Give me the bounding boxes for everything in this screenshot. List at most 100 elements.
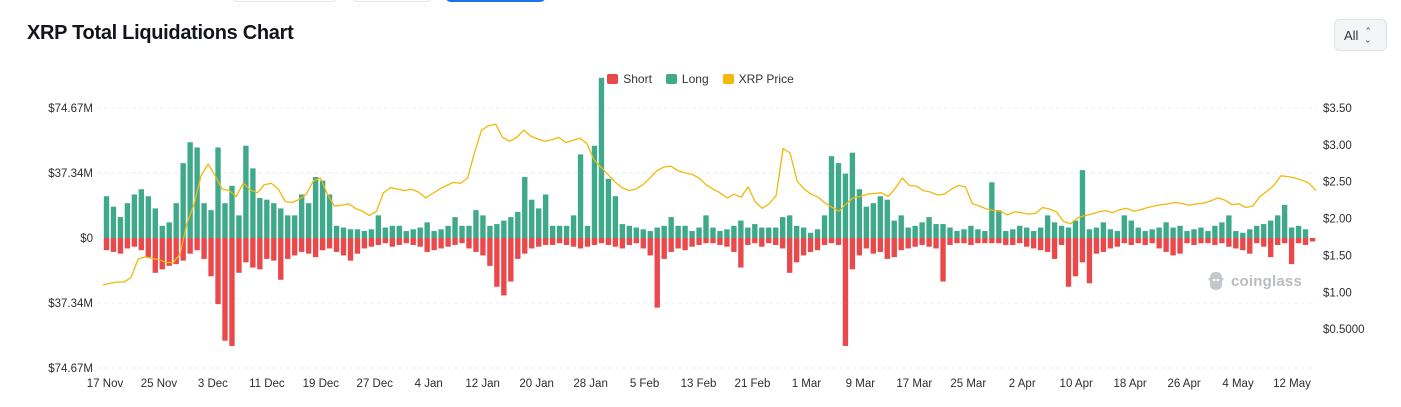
long-bar	[285, 215, 291, 238]
short-bar	[1198, 238, 1204, 244]
y-right-tick-label: $1.50	[1323, 250, 1352, 262]
short-bar	[292, 238, 298, 256]
long-bar	[1226, 215, 1232, 238]
short-bar	[1247, 238, 1253, 254]
short-bar	[800, 238, 807, 256]
short-bar	[703, 238, 709, 244]
short-bar	[619, 238, 626, 249]
short-bar	[208, 238, 214, 277]
short-bar	[933, 238, 939, 249]
x-tick-label: 17 Mar	[896, 378, 932, 390]
short-bar	[1065, 238, 1072, 287]
short-bar	[368, 238, 375, 247]
short-bar	[1309, 238, 1316, 242]
x-tick-label: 21 Feb	[735, 378, 771, 390]
short-bar	[403, 238, 409, 244]
short-bar	[814, 238, 821, 251]
short-bar	[180, 238, 186, 261]
long-bar	[347, 229, 354, 238]
long-bar	[975, 229, 981, 238]
long-bar	[131, 194, 138, 238]
long-bar	[996, 210, 1002, 238]
long-bar	[891, 220, 897, 238]
short-bar	[1010, 238, 1016, 245]
short-bar	[682, 238, 688, 251]
watermark-text: coinglass	[1231, 272, 1302, 290]
x-tick-label: 20 Jan	[519, 378, 554, 390]
long-bar	[912, 225, 918, 238]
long-bar	[835, 163, 842, 238]
long-bar	[689, 231, 695, 238]
long-bar	[166, 222, 172, 238]
short-bar	[508, 238, 514, 282]
legend-label-long: Long	[681, 72, 709, 86]
long-bar	[326, 194, 333, 238]
short-bar	[1156, 238, 1162, 249]
x-tick-label: 3 Dec	[198, 378, 228, 390]
legend-swatch-long	[665, 74, 677, 84]
long-bar	[1003, 231, 1009, 238]
short-bar	[173, 238, 179, 265]
short-bar	[110, 238, 117, 252]
long-bar	[180, 163, 186, 238]
x-tick-label: 9 Mar	[846, 378, 876, 390]
short-bar	[536, 238, 542, 247]
short-bar	[856, 238, 863, 256]
long-bar	[243, 145, 249, 238]
long-bar	[563, 225, 570, 238]
short-bar	[835, 238, 842, 245]
short-bar	[584, 238, 591, 247]
short-bar	[898, 238, 904, 251]
y-right-tick-label: $0.5000	[1323, 324, 1365, 336]
short-bar	[1142, 238, 1148, 245]
long-bar	[501, 220, 507, 238]
long-bar	[159, 225, 165, 238]
short-bar	[159, 238, 165, 270]
short-bar	[271, 238, 277, 261]
long-bar	[1093, 227, 1100, 238]
short-bar	[961, 238, 967, 244]
long-bar	[389, 225, 395, 238]
x-tick-label: 4 Jan	[415, 378, 443, 390]
legend-item-price[interactable]: XRP Price	[722, 72, 794, 86]
legend-item-long[interactable]: Long	[665, 72, 709, 86]
long-bar	[584, 225, 591, 238]
range-select[interactable]: All ⌃ ⌃	[1334, 19, 1387, 51]
long-bar	[542, 194, 549, 238]
y-left-tick-label: $37.34M	[48, 298, 93, 310]
legend-item-short[interactable]: Short	[607, 72, 652, 86]
chart-title: XRP Total Liquidations Chart	[27, 22, 294, 44]
long-bar	[292, 215, 298, 238]
short-bar	[1226, 238, 1232, 247]
long-bar	[250, 168, 256, 238]
long-bar	[1058, 225, 1065, 238]
short-bar	[103, 238, 110, 251]
short-bar	[745, 238, 751, 245]
long-bar	[1044, 215, 1051, 238]
short-bar	[1058, 238, 1065, 245]
long-bar	[1017, 225, 1023, 238]
short-bar	[919, 238, 925, 245]
short-bar	[738, 238, 744, 268]
x-tick-label: 12 Jan	[465, 378, 500, 390]
short-bar	[438, 238, 444, 249]
short-bar	[124, 238, 131, 249]
short-bar	[452, 238, 458, 245]
short-bar	[396, 238, 402, 245]
short-bar	[480, 238, 486, 256]
short-bar	[696, 238, 702, 245]
short-bar	[828, 238, 835, 244]
x-tick-label: 28 Jan	[573, 378, 608, 390]
short-bar	[285, 238, 291, 259]
short-bar	[187, 238, 193, 254]
x-tick-label: 5 Feb	[630, 378, 659, 390]
short-bar	[633, 238, 639, 244]
long-bar	[229, 185, 235, 238]
x-tick-label: 26 Apr	[1167, 378, 1200, 390]
x-tick-label: 17 Nov	[87, 378, 124, 390]
long-bar	[312, 177, 319, 238]
long-bar	[1170, 227, 1176, 238]
short-bar	[647, 238, 653, 256]
long-bar	[494, 224, 500, 238]
short-bar	[215, 238, 221, 305]
